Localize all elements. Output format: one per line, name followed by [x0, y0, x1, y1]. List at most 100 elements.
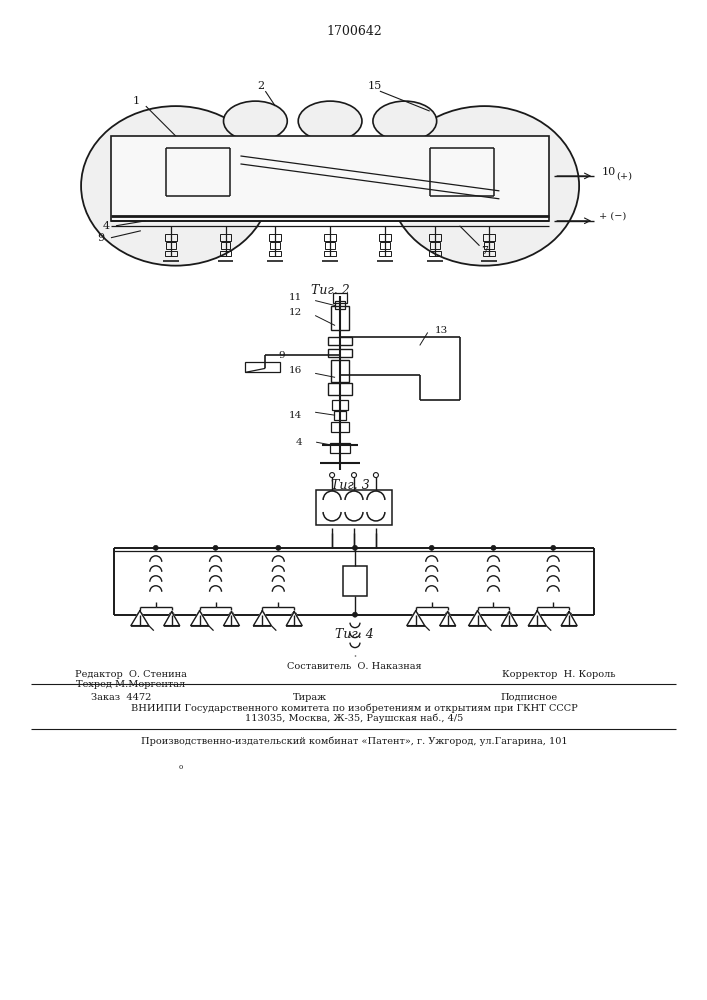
Circle shape	[229, 612, 234, 617]
Polygon shape	[164, 612, 180, 626]
Bar	[343, 566, 367, 596]
Circle shape	[445, 612, 450, 617]
Circle shape	[197, 612, 202, 617]
Text: 14: 14	[289, 411, 302, 420]
Ellipse shape	[223, 101, 287, 141]
Circle shape	[169, 612, 174, 617]
Bar	[269, 251, 281, 256]
Polygon shape	[223, 612, 240, 626]
Text: 16: 16	[289, 366, 302, 375]
Text: Подписное: Подписное	[501, 693, 558, 702]
Text: 9: 9	[98, 233, 105, 243]
Bar	[484, 242, 494, 249]
Circle shape	[276, 545, 281, 550]
Bar	[270, 242, 280, 249]
Bar	[331, 422, 349, 432]
Circle shape	[551, 545, 556, 550]
Text: о: о	[179, 763, 183, 771]
Bar	[328, 383, 352, 395]
Circle shape	[353, 545, 358, 550]
Text: 1: 1	[132, 96, 139, 106]
Text: 9: 9	[279, 351, 285, 360]
Bar	[484, 251, 496, 256]
Bar	[324, 251, 336, 256]
Circle shape	[534, 612, 539, 617]
Text: Τиг. 2: Τиг. 2	[310, 284, 349, 297]
Text: 7: 7	[481, 246, 488, 256]
Text: Техред М.Моргентал: Техред М.Моргентал	[76, 680, 185, 689]
Bar	[430, 242, 440, 249]
Circle shape	[507, 612, 512, 617]
Bar	[331, 360, 349, 382]
Text: ВНИИПИ Государственного комитета по изобретениям и открытиям при ГКНТ СССР: ВНИИПИ Государственного комитета по изоб…	[131, 704, 578, 713]
Ellipse shape	[373, 101, 437, 141]
Bar	[333, 293, 347, 303]
Text: + (−): + (−)	[599, 211, 626, 220]
Bar	[328, 337, 352, 345]
Circle shape	[292, 612, 297, 617]
Circle shape	[260, 612, 265, 617]
Polygon shape	[286, 612, 302, 626]
Polygon shape	[440, 612, 455, 626]
Polygon shape	[253, 611, 271, 626]
Bar	[328, 349, 352, 357]
Text: (+): (+)	[616, 171, 632, 180]
Circle shape	[414, 612, 419, 617]
Polygon shape	[131, 611, 148, 626]
Bar	[325, 242, 335, 249]
Text: 113035, Москва, Ж-35, Раушская наб., 4/5: 113035, Москва, Ж-35, Раушская наб., 4/5	[245, 714, 463, 723]
Circle shape	[491, 545, 496, 550]
Bar	[380, 242, 390, 249]
Circle shape	[475, 612, 480, 617]
Circle shape	[566, 612, 572, 617]
Text: 4: 4	[103, 221, 110, 231]
Text: 11: 11	[289, 293, 302, 302]
Text: 2: 2	[257, 81, 264, 91]
Ellipse shape	[81, 106, 270, 266]
Polygon shape	[561, 612, 577, 626]
Text: 12: 12	[289, 308, 302, 317]
Text: Редактор  О. Стенина: Редактор О. Стенина	[75, 670, 187, 679]
Text: Составитель  О. Наказная: Составитель О. Наказная	[286, 662, 421, 671]
Bar	[379, 251, 391, 256]
Bar	[165, 242, 176, 249]
Bar	[379, 234, 391, 241]
Bar	[324, 234, 336, 241]
Bar	[428, 251, 440, 256]
Ellipse shape	[390, 106, 579, 266]
Ellipse shape	[298, 101, 362, 141]
Bar	[165, 251, 177, 256]
Bar	[484, 234, 496, 241]
Bar	[221, 242, 230, 249]
Text: 15: 15	[368, 81, 382, 91]
Text: 1700642: 1700642	[326, 25, 382, 38]
Bar	[428, 234, 440, 241]
Text: Τиг. 4: Τиг. 4	[334, 628, 373, 641]
Bar	[334, 411, 346, 420]
Text: Τиг. 3: Τиг. 3	[331, 479, 369, 492]
Text: 10: 10	[602, 167, 617, 177]
Bar	[245, 362, 280, 372]
Polygon shape	[469, 611, 486, 626]
Polygon shape	[528, 611, 547, 626]
Bar	[330, 443, 350, 453]
Bar	[332, 400, 348, 410]
Text: Корректор  Н. Король: Корректор Н. Король	[503, 670, 616, 679]
Bar	[220, 251, 231, 256]
Text: 13: 13	[435, 326, 448, 335]
Text: Тираж: Тираж	[293, 693, 327, 702]
Bar	[335, 301, 345, 309]
Polygon shape	[191, 611, 209, 626]
Text: 4: 4	[296, 438, 302, 447]
Bar	[165, 234, 177, 241]
Bar	[111, 136, 549, 221]
Bar	[316, 490, 392, 525]
Bar	[220, 234, 231, 241]
Polygon shape	[501, 612, 518, 626]
Bar	[269, 234, 281, 241]
Text: Заказ  4472: Заказ 4472	[91, 693, 151, 702]
Circle shape	[153, 545, 158, 550]
Bar	[331, 306, 349, 330]
Polygon shape	[407, 611, 425, 626]
Circle shape	[429, 545, 434, 550]
